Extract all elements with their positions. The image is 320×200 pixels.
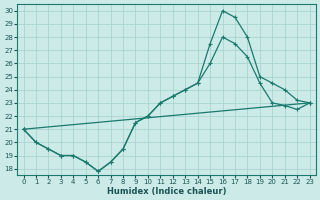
X-axis label: Humidex (Indice chaleur): Humidex (Indice chaleur) — [107, 187, 226, 196]
